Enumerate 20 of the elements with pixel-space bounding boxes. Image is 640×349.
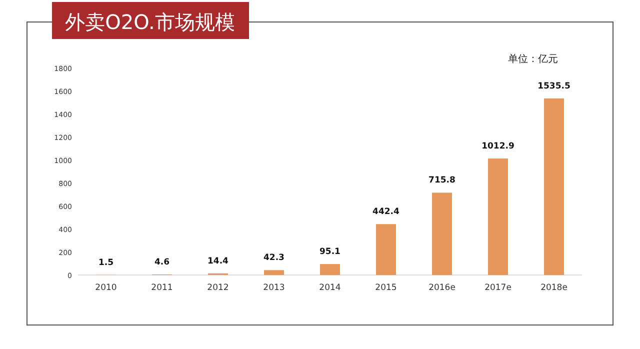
data-label: 14.4 [208,256,229,266]
x-tick-label: 2016e [428,283,456,293]
data-label: 442.4 [372,207,400,218]
x-tick-label: 2017e [484,283,512,293]
x-tick-label: 2018e [540,283,568,293]
data-label: 715.8 [428,176,456,186]
data-label: 1.5 [98,258,114,268]
x-tick-label: 2011 [151,283,173,293]
x-tick-label: 2015 [375,283,397,293]
data-label: 1012.9 [482,142,514,152]
chart-title: 外卖O2O.市场规模 [65,10,235,34]
data-label: 42.3 [264,253,285,264]
x-tick-label: 2013 [263,283,285,293]
x-tick-label: 2012 [207,283,229,293]
x-tick-label: 2010 [95,283,117,293]
text: 单位：亿元 [508,53,558,65]
data-label: 1535.5 [538,81,570,92]
data-label: 95.1 [320,247,341,258]
data-label: 4.6 [154,257,170,268]
x-tick-label: 2014 [319,283,341,293]
